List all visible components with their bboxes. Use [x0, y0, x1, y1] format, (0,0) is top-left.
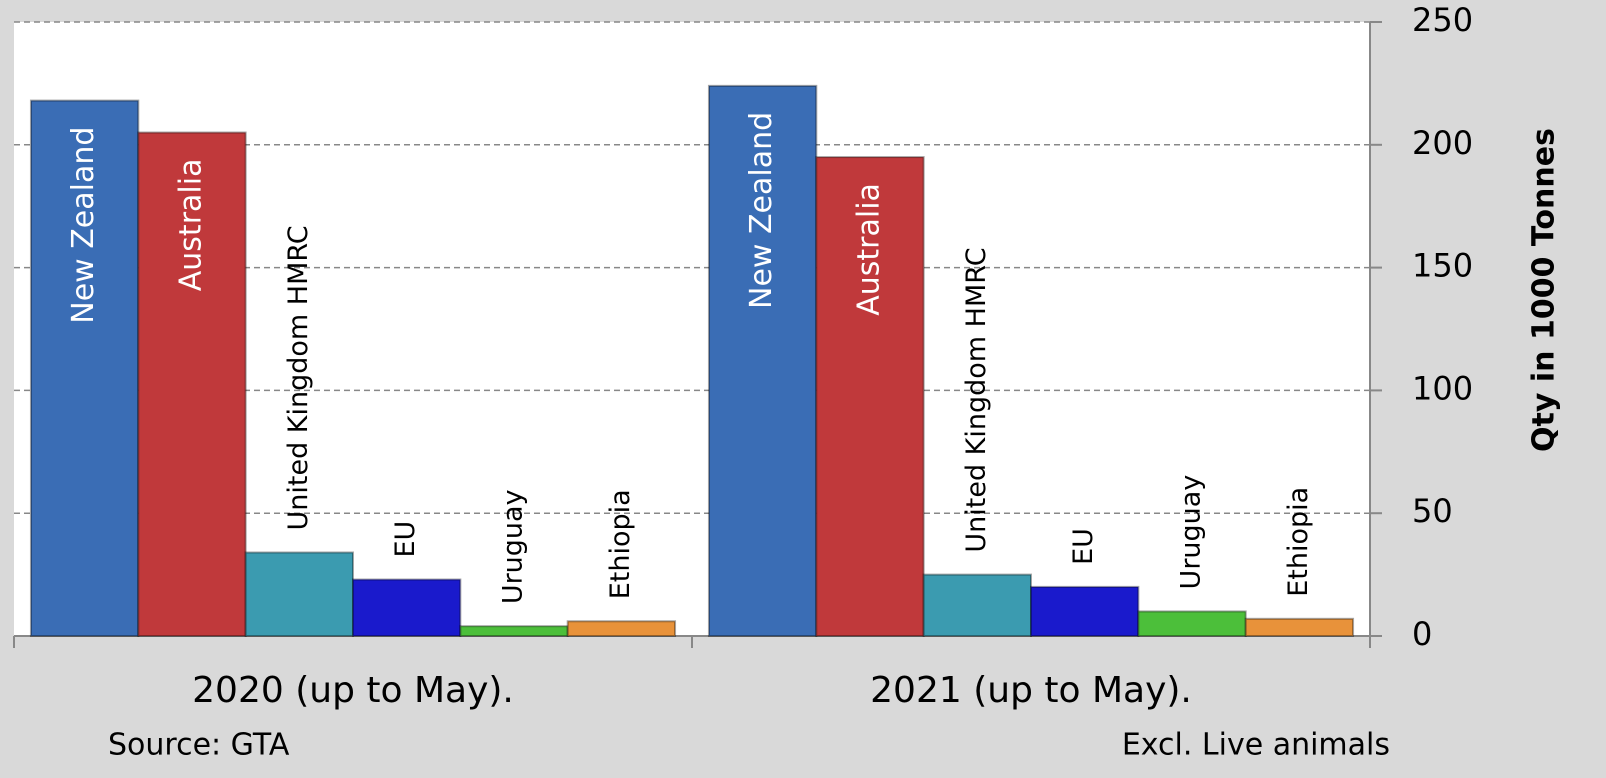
- bar: [1030, 585, 1140, 638]
- bar: [244, 551, 354, 637]
- y-tick-label: 50: [1412, 492, 1453, 530]
- bar: [137, 131, 247, 638]
- bar: [459, 625, 569, 638]
- bar: [1244, 617, 1355, 637]
- bar-label: EU: [390, 521, 421, 558]
- bar-label: United Kingdom HMRC: [283, 225, 314, 530]
- y-axis-label: Qty in 1000 Tonnes: [1527, 128, 1562, 452]
- y-tick-label: 250: [1412, 1, 1473, 39]
- note: Excl. Live animals: [1122, 728, 1390, 763]
- bar: [707, 84, 818, 637]
- bar-label: New Zealand: [744, 112, 779, 309]
- bar-label: New Zealand: [66, 127, 101, 324]
- bar: [352, 578, 462, 638]
- source: Source: GTA: [108, 728, 290, 763]
- bar-label: Uruguay: [1176, 475, 1207, 590]
- bar: [815, 156, 925, 638]
- bar: [922, 573, 1033, 637]
- x-tick-label: 2020 (up to May).: [192, 670, 514, 711]
- bar-label: Australia: [851, 183, 886, 316]
- bar-label: United Kingdom HMRC: [961, 247, 992, 552]
- y-tick-label: 0: [1412, 615, 1432, 653]
- bar: [29, 99, 140, 638]
- bar-label: Ethiopia: [1283, 487, 1314, 597]
- bar-label: EU: [1068, 528, 1099, 565]
- y-tick-label: 100: [1412, 369, 1473, 407]
- y-tick-label: 150: [1412, 247, 1473, 285]
- bar-label: Uruguay: [498, 489, 529, 604]
- bar-label: Australia: [173, 159, 208, 292]
- x-tick-label: 2021 (up to May).: [870, 670, 1192, 711]
- bar: [1137, 610, 1247, 638]
- bar: [566, 620, 677, 637]
- y-tick-label: 200: [1412, 124, 1473, 162]
- bar-label: Ethiopia: [605, 489, 636, 599]
